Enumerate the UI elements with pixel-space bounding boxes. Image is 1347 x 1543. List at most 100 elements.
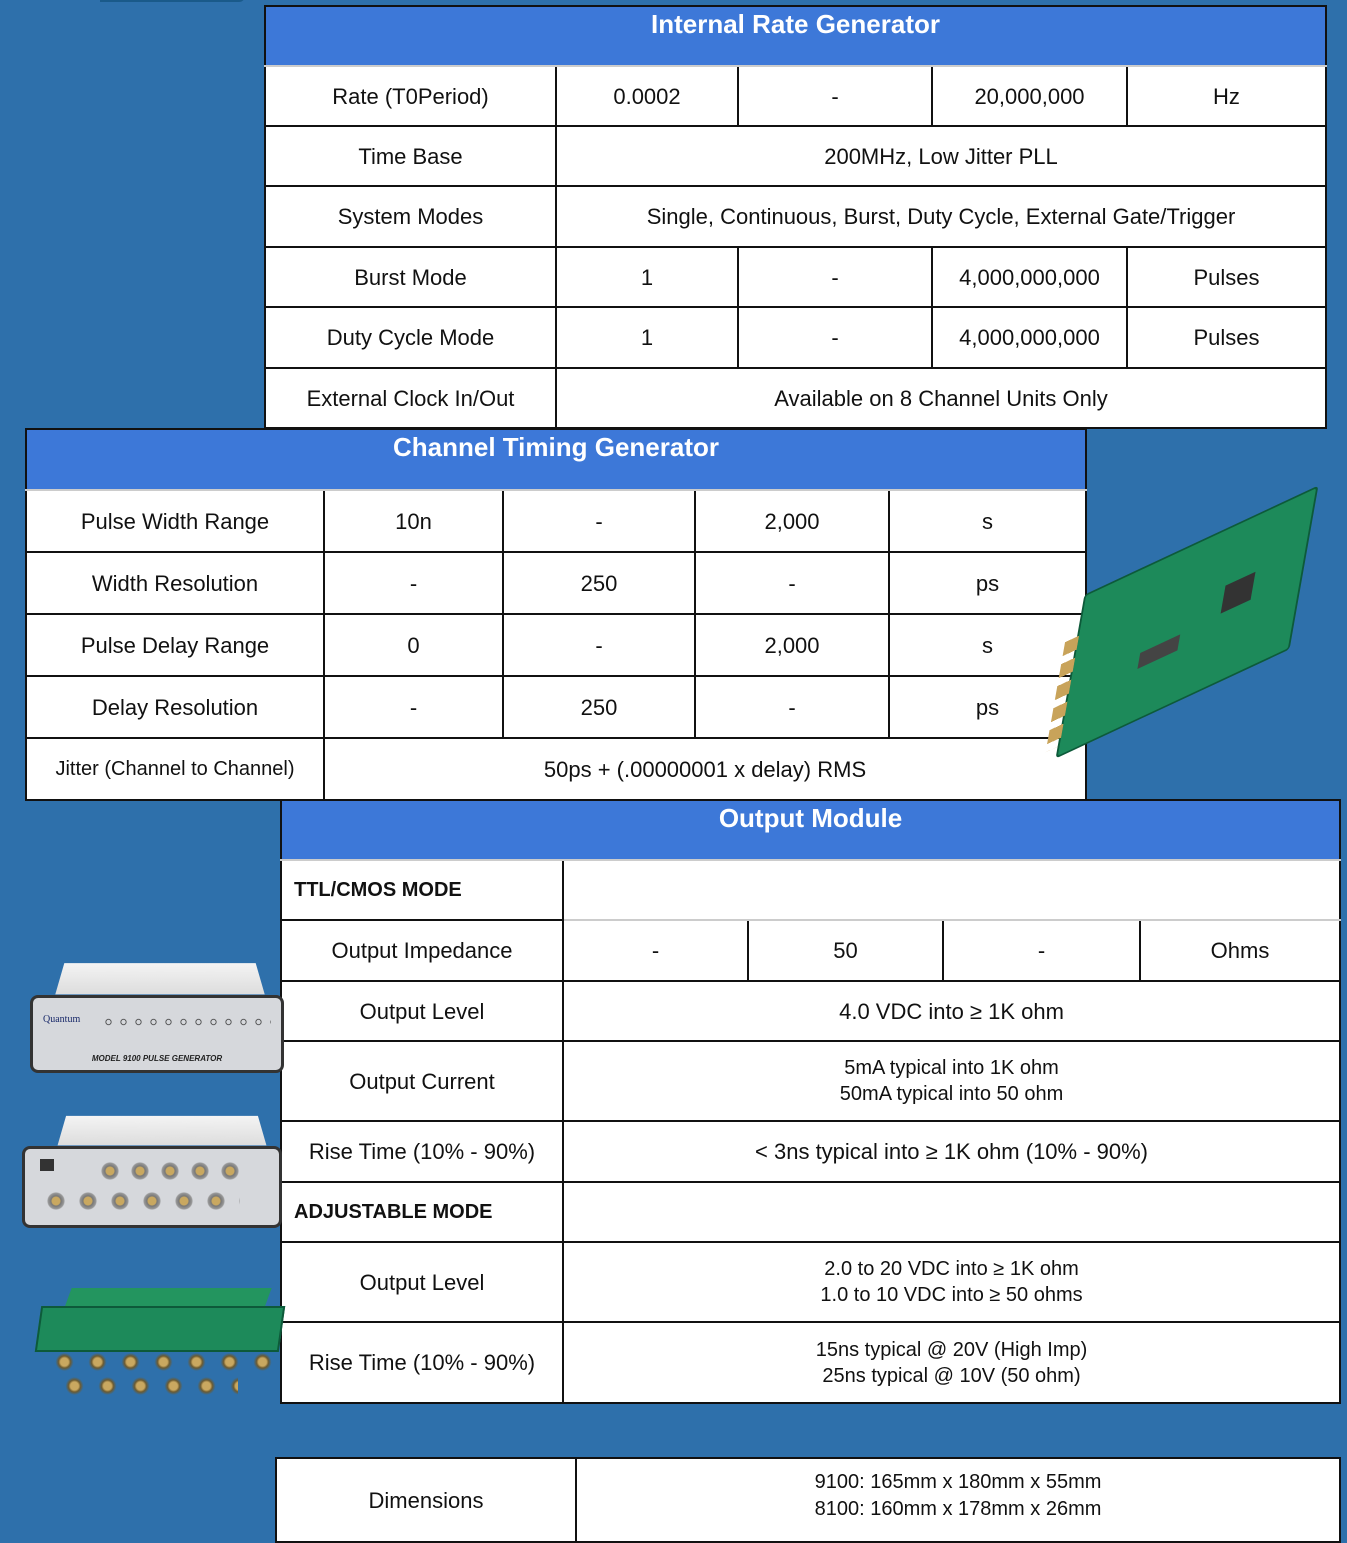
row-value: 15ns typical @ 20V (High Imp) 25ns typic… [561,1321,1342,1404]
min-value: 1 [555,246,739,308]
bnc-connectors-icon [58,1374,238,1398]
row-label: Rise Time (10% - 90%) [280,1120,564,1183]
value-line: 5mA typical into 1K ohm [844,1057,1059,1079]
stacked-boards-image [34,1288,286,1400]
internal-rate-table: Internal Rate Generator Rate (T0Period) … [264,5,1327,429]
value-line: 2.0 to 20 VDC into ≥ 1K ohm [824,1258,1079,1280]
table-row: External Clock In/Out Available on 8 Cha… [264,367,1327,429]
table-row: ADJUSTABLE MODE [280,1181,1342,1243]
min-value: - [323,551,504,615]
row-label: Output Level [280,1241,564,1323]
row-value: 50ps + (.00000001 x delay) RMS [323,737,1087,801]
row-value: 9100: 165mm x 180mm x 55mm 8100: 160mm x… [575,1457,1341,1543]
ttl-mode-heading: TTL/CMOS MODE [280,859,564,921]
row-label: Jitter (Channel to Channel) [25,737,325,801]
section-title: Output Module [279,799,1342,861]
table-row: Pulse Delay Range 0 - 2,000 s [25,613,1087,677]
unit: Pulses [1126,246,1327,308]
typ-value: 50 [747,919,944,982]
min-value: 1 [555,306,739,369]
empty-cell [561,1181,1342,1243]
table-row: Pulse Width Range 10n - 2,000 s [25,489,1087,553]
row-label: External Clock In/Out [264,367,557,429]
rear-panel-device-image [22,1113,282,1228]
row-label: Output Level [280,980,564,1042]
row-label: Dimensions [275,1457,577,1543]
value-line: 15ns typical @ 20V (High Imp) [815,1338,1088,1361]
section-title: Channel Timing Generator [25,428,1087,491]
table-row: Output Current 5mA typical into 1K ohm 5… [280,1040,1342,1122]
circuit-board-image [1045,485,1319,759]
table-row: Rate (T0Period) 0.0002 - 20,000,000 Hz [264,65,1327,127]
row-value: Single, Continuous, Burst, Duty Cycle, E… [555,185,1327,248]
unit: s [888,613,1087,677]
table-row: TTL/CMOS MODE [280,859,1342,921]
max-value: - [694,675,890,739]
table-row: Time Base 200MHz, Low Jitter PLL [264,125,1327,187]
table-row: Burst Mode 1 - 4,000,000,000 Pulses [264,246,1327,308]
table-row: Jitter (Channel to Channel) 50ps + (.000… [25,737,1087,801]
unit: Pulses [1126,306,1327,369]
min-value: - [323,675,504,739]
typ-value: 250 [502,675,696,739]
row-label: Pulse Delay Range [25,613,325,677]
dimensions-table: Dimensions 9100: 165mm x 180mm x 55mm 81… [275,1457,1341,1543]
indicator-leds-icon [101,1018,271,1026]
max-value: - [942,919,1141,982]
chip-icon [1220,571,1256,614]
unit: ps [888,551,1087,615]
row-label: Width Resolution [25,551,325,615]
row-label: Output Current [280,1040,564,1122]
output-module-table: Output Module TTL/CMOS MODE Output Imped… [279,799,1342,1404]
table-row: Output Level 4.0 VDC into ≥ 1K ohm [280,980,1342,1042]
max-value: 2,000 [694,613,890,677]
empty-cell [561,859,1342,921]
min-value: 0.0002 [555,65,739,127]
table-row: Output Level 2.0 to 20 VDC into ≥ 1K ohm… [280,1241,1342,1323]
typ-value: - [737,306,933,369]
adjustable-mode-heading: ADJUSTABLE MODE [280,1181,564,1243]
max-value: 4,000,000,000 [931,306,1128,369]
max-value: 20,000,000 [931,65,1128,127]
front-panel-device-image: Quantum MODEL 9100 PULSE GENERATOR [30,960,284,1073]
row-label: Rise Time (10% - 90%) [280,1321,564,1404]
table-row: Rise Time (10% - 90%) < 3ns typical into… [280,1120,1342,1183]
max-value: 2,000 [694,489,890,553]
channel-timing-table: Channel Timing Generator Pulse Width Ran… [25,428,1087,801]
table-row: Output Impedance - 50 - Ohms [280,919,1342,982]
row-label: Time Base [264,125,557,187]
value-line: 25ns typical @ 10V (50 ohm) [822,1364,1081,1387]
row-label: System Modes [264,185,557,248]
row-value: Available on 8 Channel Units Only [555,367,1327,429]
min-value: 10n [323,489,504,553]
row-label: Burst Mode [264,246,557,308]
value-line: 9100: 165mm x 180mm x 55mm [814,1471,1102,1493]
quantum-logo: Quantum [43,1014,81,1025]
unit: Hz [1126,65,1327,127]
typ-value: - [502,489,696,553]
min-value: 0 [323,613,504,677]
row-value: < 3ns typical into ≥ 1K ohm (10% - 90%) [561,1120,1342,1183]
value-line: 8100: 160mm x 178mm x 26mm [814,1498,1102,1520]
top-left-decoration [100,0,245,2]
front-panel-label: MODEL 9100 PULSE GENERATOR [91,1054,223,1063]
row-label: Delay Resolution [25,675,325,739]
row-value: 4.0 VDC into ≥ 1K ohm [561,980,1342,1042]
row-label: Rate (T0Period) [264,65,557,127]
section-title: Internal Rate Generator [264,5,1327,67]
table-row: Duty Cycle Mode 1 - 4,000,000,000 Pulses [264,306,1327,369]
table-row: Dimensions 9100: 165mm x 180mm x 55mm 81… [275,1457,1341,1543]
row-label: Output Impedance [280,919,564,982]
bnc-connectors-icon [40,1191,240,1211]
table-row: Width Resolution - 250 - ps [25,551,1087,615]
row-label: Pulse Width Range [25,489,325,553]
table-row: Rise Time (10% - 90%) 15ns typical @ 20V… [280,1321,1342,1404]
row-value: 2.0 to 20 VDC into ≥ 1K ohm 1.0 to 10 VD… [561,1241,1342,1323]
value-line: 1.0 to 10 VDC into ≥ 50 ohms [820,1284,1083,1306]
usb-port-icon [40,1159,54,1171]
typ-value: - [502,613,696,677]
typ-value: - [737,246,933,308]
max-value: 4,000,000,000 [931,246,1128,308]
chip-icon [1137,634,1181,669]
table-row: Delay Resolution - 250 - ps [25,675,1087,739]
